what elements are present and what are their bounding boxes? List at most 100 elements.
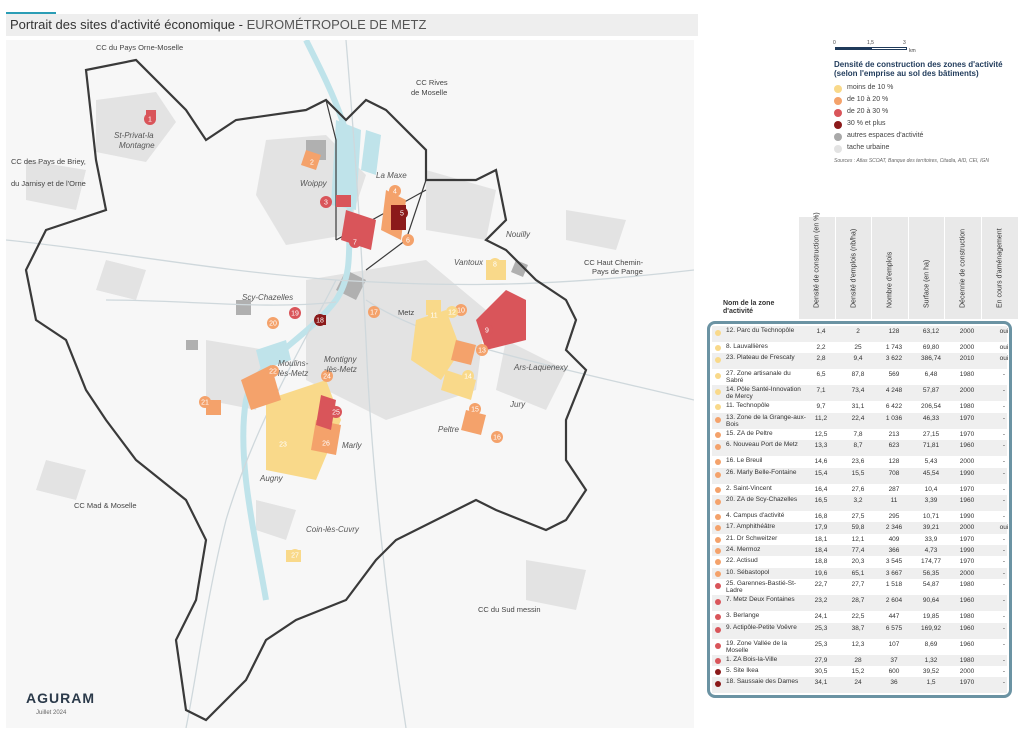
zone-13 — [451, 340, 476, 365]
row-zone-name: 1. ZA Bois-la-Ville — [726, 655, 778, 663]
row-cell: 27,7 — [851, 581, 865, 589]
row-cell: 22,4 — [851, 414, 865, 422]
row-cell: 1 518 — [885, 581, 903, 589]
badge-19: 19 — [289, 307, 301, 319]
legend-item: de 20 à 30 % — [834, 108, 1014, 118]
row-cell: 18,1 — [814, 535, 828, 543]
svg-text:20: 20 — [269, 321, 277, 328]
table-column-header: Densité de construction (en %) — [798, 212, 835, 319]
table-row: 24. Mermoz 18,4 77,4 366 4,73 1990 - — [712, 545, 1007, 557]
row-cell: - — [1002, 496, 1006, 504]
row-cell: 1980 — [959, 403, 975, 411]
badge-16: 16 — [491, 431, 503, 443]
legend-label: autres espaces d'activité — [847, 132, 924, 139]
row-cell: 14,6 — [814, 458, 828, 466]
svg-text:17: 17 — [370, 310, 378, 317]
row-density-dot — [715, 559, 721, 566]
row-cell: 6 422 — [885, 403, 903, 411]
row-cell: 11 — [890, 496, 898, 504]
svg-text:15: 15 — [471, 407, 479, 414]
row-cell: 25 — [854, 344, 862, 351]
row-cell: 295 — [888, 512, 900, 520]
label-augny: Augny — [259, 474, 284, 483]
row-cell: - — [1002, 613, 1006, 621]
logo-date: Juillet 2024 — [36, 710, 67, 716]
badge-15: 15 — [469, 403, 481, 415]
row-cell: 12,3 — [851, 640, 865, 648]
row-cell: 38,7 — [851, 624, 865, 632]
badge-17: 17 — [368, 306, 380, 318]
row-zone-name: 16. Le Breuil — [726, 457, 763, 465]
svg-text:3: 3 — [324, 200, 328, 207]
row-density-dot — [715, 681, 721, 688]
row-cell: 30,5 — [814, 667, 828, 675]
svg-text:11: 11 — [430, 313, 437, 320]
row-cell: - — [1002, 442, 1006, 450]
legend-label: de 20 à 30 % — [847, 108, 889, 115]
table-body: 12. Parc du Technopôle 1,4 2 128 63,12 2000 ou… — [707, 321, 1012, 699]
row-cell: 71,81 — [922, 442, 940, 450]
badge-14: 14 — [462, 370, 474, 382]
label-moulins: Moulins- — [278, 359, 309, 368]
table-row: 20. ZA de Scy-Chazelles 16,5 3,2 11 3,39 1960… — [712, 494, 1007, 511]
row-cell: 1970 — [959, 679, 975, 687]
row-cell: 6 575 — [885, 624, 903, 632]
row-cell: - — [1002, 547, 1006, 554]
row-density-dot — [715, 404, 721, 411]
legend-label: tache urbaine — [847, 144, 890, 151]
badge-13: 13 — [476, 344, 488, 356]
label-montigny-2: -lès-Metz — [324, 365, 357, 374]
table-name-header: Nom de la zone d'activité — [723, 300, 775, 315]
row-cell: 15,2 — [851, 667, 865, 675]
row-zone-name: 11. Technopôle — [726, 402, 770, 410]
row-cell: 7,1 — [816, 387, 826, 395]
row-cell: 1960 — [959, 442, 975, 450]
map[interactable]: 1 2 3 4 5 6 7 8 9 10 11 12 13 14 15 16 1… — [6, 40, 694, 728]
zone-11 — [411, 310, 461, 380]
map-canvas: 1 2 3 4 5 6 7 8 9 10 11 12 13 14 15 16 1… — [6, 40, 694, 728]
row-density-dot — [715, 525, 721, 532]
svg-text:26: 26 — [322, 441, 330, 448]
table-column-header: Décennie de construction — [944, 217, 981, 319]
label-ars-laquenexy: Ars-Laquenexy — [513, 363, 569, 372]
legend-swatch — [834, 109, 842, 117]
row-cell: 54,87 — [922, 581, 940, 589]
row-cell: 3 667 — [885, 569, 903, 577]
scale-tick-2: 3 — [903, 40, 906, 46]
label-st-privat-2: Montagne — [119, 141, 155, 150]
row-cell: 13,3 — [814, 442, 828, 450]
table-row: 14. Pôle Santé-Innovation de Mercy 7,1 73,… — [712, 385, 1007, 402]
label-cc-rives: CC Rives — [416, 78, 448, 87]
badge-10: 10 — [455, 304, 467, 316]
row-cell: 25,3 — [814, 624, 828, 632]
label-cc-rives-2: de Moselle — [411, 88, 447, 97]
row-zone-name: 13. Zone de la Grange-aux-Bois — [726, 413, 806, 428]
label-la-maxe: La Maxe — [376, 171, 407, 180]
row-cell: - — [1002, 569, 1006, 577]
row-density-dot — [715, 444, 721, 451]
legend-sources: Sources : Atlas SCOAT, Banque des territ… — [834, 158, 989, 164]
row-density-dot — [715, 486, 721, 493]
row-cell: 33,9 — [924, 535, 938, 543]
legend-swatch — [834, 145, 842, 153]
legend-item: tache urbaine — [834, 144, 1014, 154]
row-cell: 16,8 — [814, 512, 828, 520]
scale-bar: 0 1,5 3 km — [833, 40, 953, 56]
row-cell: 366 — [888, 547, 900, 554]
badge-24: 24 — [321, 370, 333, 382]
svg-text:27: 27 — [291, 553, 299, 560]
row-cell: 6,48 — [924, 371, 938, 379]
row-cell: 10,4 — [924, 485, 938, 493]
svg-text:1: 1 — [148, 117, 152, 124]
row-cell: 169,92 — [921, 624, 941, 632]
row-cell: 27,15 — [922, 430, 940, 438]
row-zone-name: 27. Zone artisanale du Sabré — [726, 370, 791, 385]
label-coin-les-cuvry: Coin-lès-Cuvry — [306, 525, 360, 534]
row-cell: 1970 — [959, 414, 975, 422]
row-cell: 8,7 — [853, 442, 863, 450]
svg-text:9: 9 — [485, 328, 489, 335]
row-density-dot — [715, 548, 721, 554]
badge-20: 20 — [267, 317, 279, 329]
page-title: Portrait des sites d'activité économique… — [10, 17, 426, 32]
row-cell: 39,52 — [922, 667, 940, 675]
